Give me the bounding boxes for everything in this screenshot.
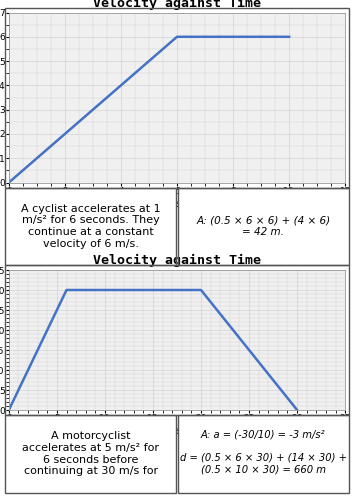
Title: Velocity against Time: Velocity against Time (93, 254, 261, 268)
Text: A: (0.5 × 6 × 6) + (4 × 6)
= 42 m.: A: (0.5 × 6 × 6) + (4 × 6) = 42 m. (196, 216, 330, 237)
Text: A motorcyclist
accelerates at 5 m/s² for
6 seconds before
continuing at 30 m/s f: A motorcyclist accelerates at 5 m/s² for… (22, 432, 159, 476)
X-axis label: Time (s): Time (s) (156, 426, 198, 436)
Text: A cyclist accelerates at 1
m/s² for 6 seconds. They
continue at a constant
veloc: A cyclist accelerates at 1 m/s² for 6 se… (21, 204, 160, 248)
X-axis label: Time (s): Time (s) (156, 198, 198, 208)
Text: A: a = (-30/10) = -3 m/s²

d = (0.5 × 6 × 30) + (14 × 30) +
(0.5 × 10 × 30) = 66: A: a = (-30/10) = -3 m/s² d = (0.5 × 6 ×… (180, 430, 347, 474)
Title: Velocity against Time: Velocity against Time (93, 0, 261, 10)
